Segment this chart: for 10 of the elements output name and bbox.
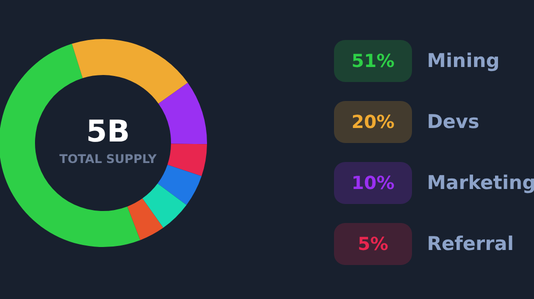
legend-label: Marketing: [427, 172, 534, 194]
text: TOTAL SUPPLY: [59, 152, 157, 166]
legend-label: Referral: [427, 233, 514, 255]
data-label: 10%: [334, 162, 412, 204]
data-label: 20%: [334, 101, 412, 143]
data-label: 51%: [334, 40, 412, 82]
text: 5B: [86, 114, 130, 150]
data-label: 5%: [334, 223, 412, 265]
legend-label: Mining: [427, 50, 500, 72]
legend-label: Devs: [427, 111, 480, 133]
